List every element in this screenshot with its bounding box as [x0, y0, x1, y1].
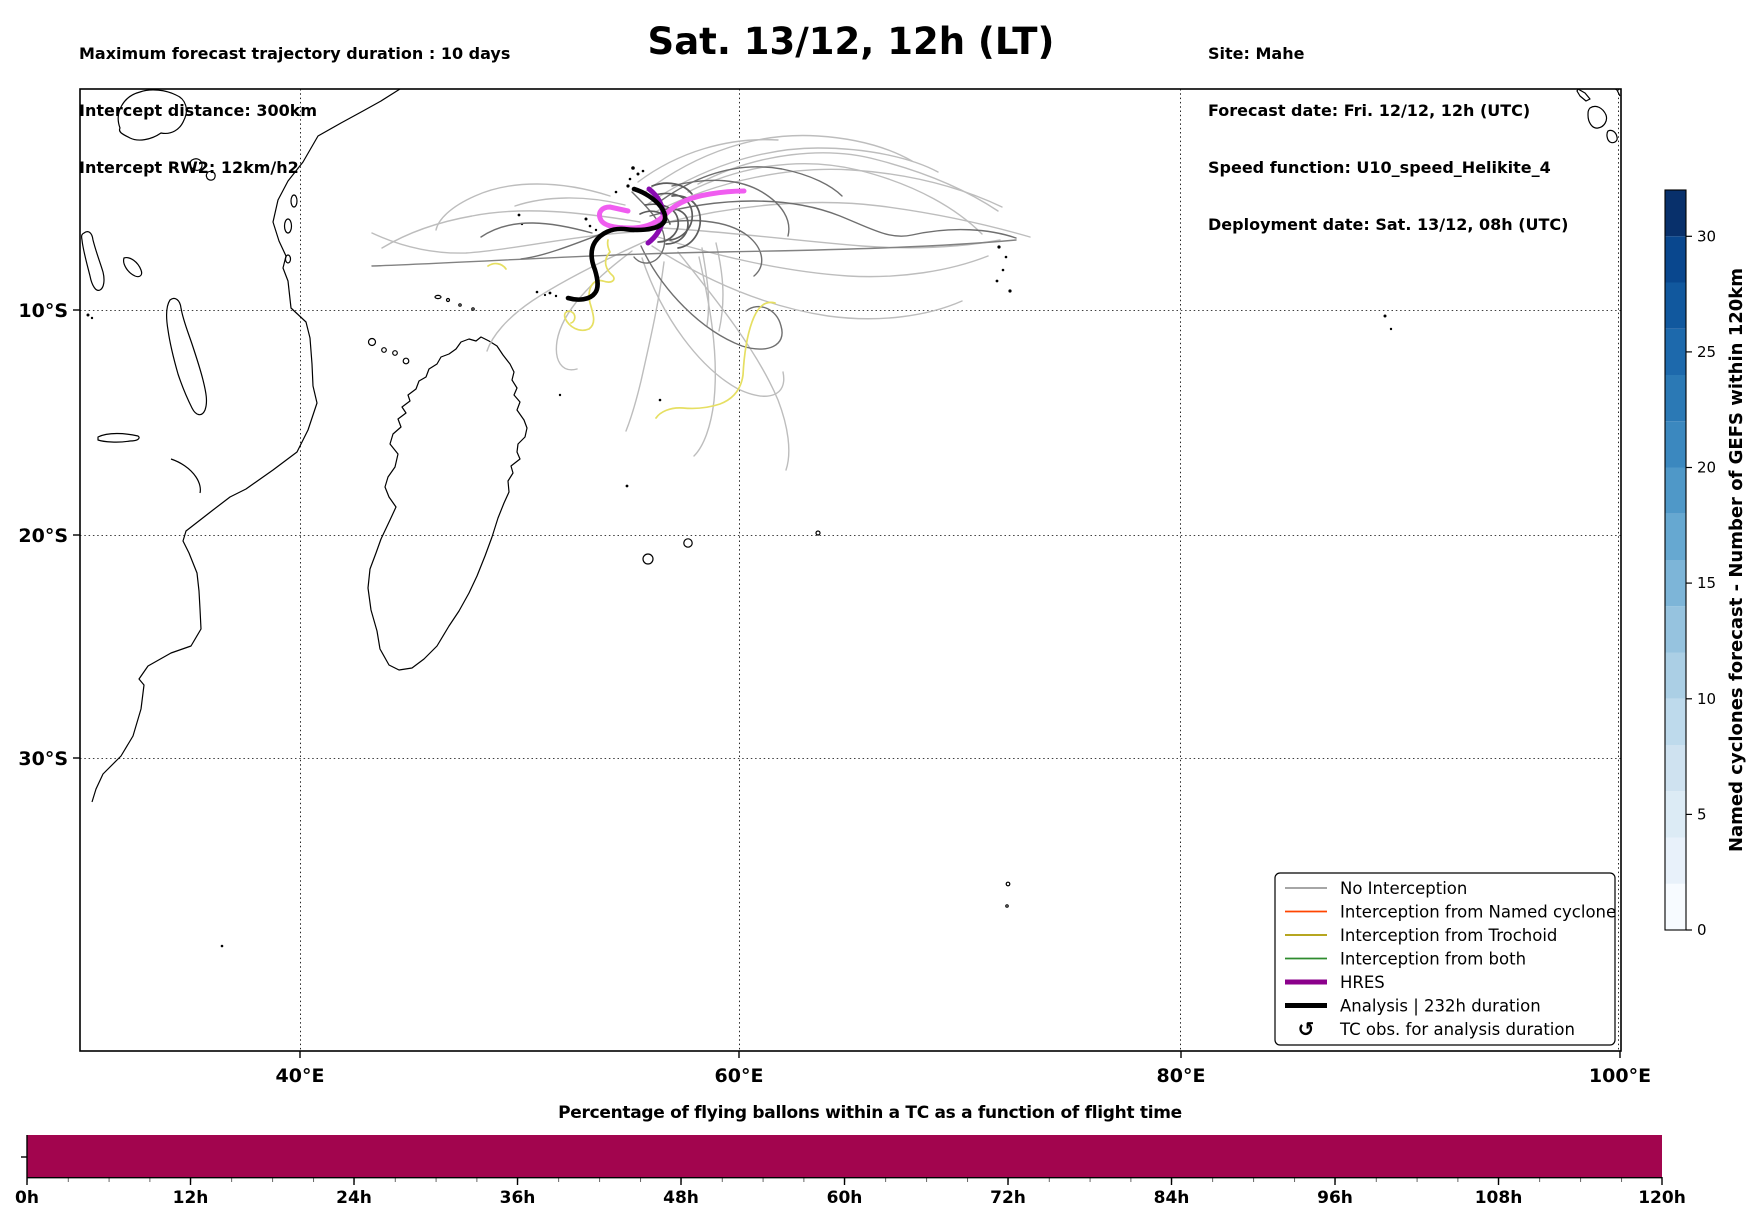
colorbar-tick-20: 20 — [1697, 459, 1716, 477]
colorbar-label: Named cyclones forecast - Number of GEFS… — [1726, 268, 1747, 852]
coastlines — [81, 89, 1621, 908]
lake-tanganyika — [81, 231, 105, 291]
legend-label-trochoid: Interception from Trochoid — [1340, 926, 1557, 945]
map-legend: No Interception Interception from Named … — [1274, 872, 1616, 1046]
cahora-bassa — [170, 458, 201, 494]
bottom-tick-108h: 108h — [1475, 1188, 1523, 1208]
colorbar-tick-0: 0 — [1697, 921, 1707, 939]
analysis-track — [565, 186, 668, 302]
header-right-block: Site: Mahe Forecast date: Fri. 12/12, 12… — [1208, 6, 1568, 272]
legend-label-analysis: Analysis | 232h duration — [1340, 997, 1541, 1016]
island-specks — [86, 166, 1393, 948]
legend-label-tc-obs: TC obs. for analysis duration — [1339, 1020, 1575, 1039]
map-axis-ticks — [73, 309, 1621, 1058]
bottom-tick-48h: 48h — [663, 1188, 699, 1208]
bottom-chart-title: Percentage of flying ballons within a TC… — [558, 1103, 1182, 1123]
x-tick-60e: 60°E — [715, 1065, 764, 1087]
africa-coastline — [91, 89, 401, 803]
figure-title: Sat. 13/12, 12h (LT) — [647, 20, 1055, 63]
aldabra-atoll — [434, 294, 442, 300]
deployment-date-text: Deployment date: Sat. 13/12, 08h (UTC) — [1208, 215, 1569, 234]
madagascar-coastline — [367, 336, 528, 671]
legend-label-named-cyclone: Interception from Named cyclone — [1340, 903, 1616, 922]
lake-rukwa — [123, 257, 143, 278]
colorbar: 0 5 10 15 20 25 30 Named cyclones foreca… — [1664, 189, 1747, 939]
sumatra-islands — [1576, 89, 1621, 144]
bottom-major-ticks — [26, 1177, 1663, 1185]
header-left-block: Maximum forecast trajectory duration : 1… — [79, 6, 510, 215]
bottom-tick-36h: 36h — [500, 1188, 536, 1208]
lake-chilwa — [97, 432, 140, 443]
colorbar-outline — [1664, 189, 1687, 931]
colorbar-tick-15: 15 — [1697, 574, 1716, 592]
comoros-grande — [367, 337, 377, 347]
farquhar-atoll — [471, 307, 475, 311]
x-tick-80e: 80°E — [1157, 1065, 1206, 1087]
colorbar-tick-10: 10 — [1697, 690, 1716, 708]
x-tick-40e: 40°E — [276, 1065, 325, 1087]
amsterdam-island — [1005, 881, 1011, 887]
hres-track-magenta-segment — [597, 188, 747, 231]
pemba-island — [290, 194, 298, 208]
bottom-tick-12h: 12h — [173, 1188, 209, 1208]
ensemble-cluster-core — [639, 182, 702, 249]
y-tick-20s: 20°S — [18, 525, 68, 547]
site-text: Site: Mahe — [1208, 44, 1305, 63]
flight-time-bar — [27, 1135, 1662, 1177]
legend-box — [1274, 872, 1616, 1046]
tc-obs-icon: ↺ — [1298, 1017, 1315, 1041]
rodrigues-island — [815, 530, 821, 536]
bottom-bar-chart: 0h 12h 24h 36h 48h 60h 72h 84h 96h 108h … — [15, 1135, 1686, 1208]
mafia-island — [284, 254, 292, 264]
forecast-date-text: Forecast date: Fri. 12/12, 12h (UTC) — [1208, 101, 1531, 120]
bottom-tick-96h: 96h — [1317, 1188, 1353, 1208]
bottom-tick-0h: 0h — [15, 1188, 39, 1208]
comoros-anjouan — [392, 350, 398, 356]
cosmoledo-atoll — [445, 297, 451, 303]
legend-label-no-interception: No Interception — [1340, 879, 1467, 898]
y-tick-30s: 30°S — [18, 748, 68, 770]
colorbar-tick-25: 25 — [1697, 343, 1716, 361]
map-frame — [79, 88, 1622, 1052]
speed-function-text: Speed function: U10_speed_Helikite_4 — [1208, 158, 1551, 177]
legend-label-hres: HRES — [1340, 973, 1385, 992]
bottom-tick-120h: 120h — [1638, 1188, 1686, 1208]
mauritius-island — [683, 538, 693, 548]
map-axes: 40°E 60°E 80°E 100°E 10°S 20°S 30°S No I… — [18, 88, 1651, 1087]
zanzibar-island — [283, 218, 293, 234]
ensemble-trajectories-light — [371, 134, 1031, 471]
lake-victoria — [117, 89, 187, 141]
comoros-moheli — [381, 347, 387, 353]
x-tick-100e: 100°E — [1589, 1065, 1651, 1087]
bottom-tick-84h: 84h — [1154, 1188, 1190, 1208]
bottom-tick-72h: 72h — [990, 1188, 1026, 1208]
mayotte-island — [402, 357, 410, 365]
bottom-tick-24h: 24h — [336, 1188, 372, 1208]
legend-label-both: Interception from both — [1340, 950, 1526, 969]
y-tick-10s: 10°S — [18, 300, 68, 322]
max-duration-text: Maximum forecast trajectory duration : 1… — [79, 44, 511, 63]
colorbar-ticks — [1686, 235, 1692, 931]
trochoid-trajectories — [487, 239, 776, 419]
hres-track — [597, 186, 747, 246]
intercept-rw2-text: Intercept RW2: 12km/h2 — [79, 158, 299, 177]
colorbar-tick-5: 5 — [1697, 805, 1707, 823]
map-gridlines — [80, 89, 1621, 1051]
lake-malawi — [166, 297, 208, 416]
small-lakes-ne — [189, 158, 216, 181]
colorbar-tick-30: 30 — [1697, 227, 1716, 245]
colorbar-segments — [1665, 190, 1686, 930]
intercept-distance-text: Intercept distance: 300km — [79, 101, 318, 120]
st-paul-island — [1005, 904, 1009, 908]
bottom-tick-60h: 60h — [827, 1188, 863, 1208]
astove-island — [458, 303, 462, 307]
reunion-island — [642, 553, 654, 565]
